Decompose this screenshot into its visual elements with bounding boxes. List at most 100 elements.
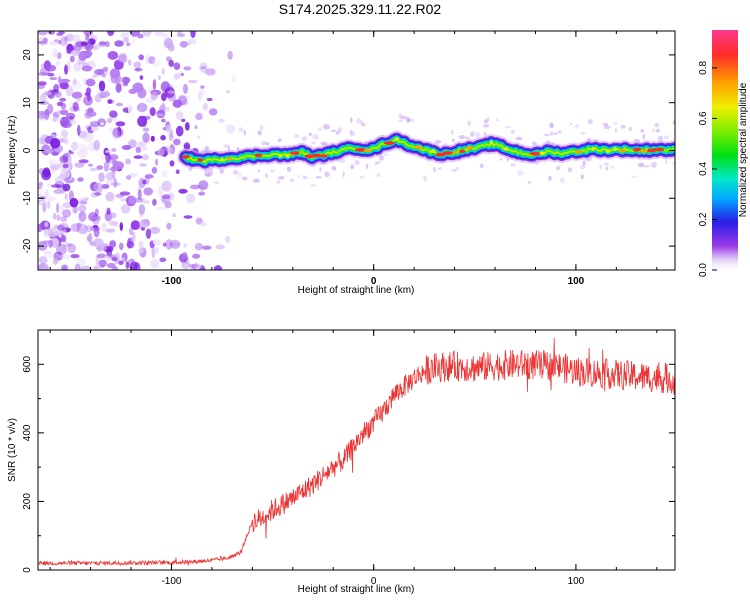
noise-speckle <box>101 222 107 233</box>
trace-halo-speckle <box>253 178 260 183</box>
noise-speckle <box>111 257 118 262</box>
noise-speckle <box>200 66 207 70</box>
noise-speckle <box>38 225 42 232</box>
noise-speckle <box>92 264 103 270</box>
noise-speckle <box>159 257 167 263</box>
noise-speckle <box>116 77 125 86</box>
trace-hotspot <box>452 150 458 155</box>
noise-speckle <box>78 204 87 213</box>
noise-speckle <box>142 132 150 143</box>
noise-speckle <box>94 93 102 103</box>
noise-speckle <box>98 80 106 92</box>
noise-speckle <box>161 197 167 204</box>
noise-speckle <box>118 260 124 266</box>
trace-halo-speckle <box>433 167 436 172</box>
trace-halo-speckle <box>213 181 220 184</box>
trace-halo-speckle <box>458 135 465 140</box>
noise-speckle <box>181 261 191 270</box>
trace-halo-speckle <box>337 127 342 133</box>
noise-speckle <box>202 102 208 111</box>
trace-hotspot <box>181 155 190 159</box>
noise-speckle <box>56 214 61 221</box>
noise-speckle <box>38 181 43 187</box>
noise-speckle <box>109 166 119 172</box>
noise-speckle <box>195 217 203 225</box>
noise-speckle <box>72 101 79 112</box>
trace-hotspot <box>591 147 595 151</box>
noise-speckle <box>83 77 87 86</box>
noise-speckle <box>107 117 112 124</box>
trace-halo-speckle <box>612 122 618 125</box>
noise-speckle <box>59 109 69 116</box>
trace-halo-speckle <box>360 120 363 126</box>
noise-speckle <box>71 91 83 99</box>
noise-speckle <box>156 206 167 210</box>
noise-speckle <box>81 65 93 72</box>
noise-speckle <box>88 141 96 152</box>
noise-speckle <box>38 186 42 190</box>
noise-speckle <box>62 183 71 192</box>
noise-speckle <box>44 251 53 254</box>
noise-speckle <box>154 247 159 254</box>
noise-speckle <box>94 69 105 76</box>
trace-halo-speckle <box>308 132 312 137</box>
noise-speckle <box>85 111 97 117</box>
noise-speckle <box>231 74 236 83</box>
noise-speckle <box>105 191 115 202</box>
noise-speckle <box>155 113 166 117</box>
trace-halo-speckle <box>297 175 301 178</box>
noise-speckle <box>142 127 150 132</box>
trace-halo-speckle <box>451 169 457 172</box>
spectrogram-xtick-label: 0 <box>371 276 377 287</box>
noise-speckle <box>194 242 203 251</box>
noise-speckle <box>180 100 190 106</box>
noise-speckle <box>139 208 144 218</box>
noise-speckle <box>225 235 231 244</box>
noise-speckle <box>175 169 180 174</box>
trace-halo-speckle <box>553 132 558 135</box>
trace-halo-speckle <box>301 136 308 142</box>
snr-ytick-label: 0 <box>22 567 33 573</box>
trace-hotspot <box>482 143 486 147</box>
noise-speckle <box>218 118 226 123</box>
trace-halo-speckle <box>517 170 524 176</box>
trace-hotspot <box>197 158 204 162</box>
noise-speckle <box>136 102 148 113</box>
spectrogram-ytick-label: 20 <box>22 49 33 61</box>
noise-speckle <box>183 242 187 248</box>
noise-speckle <box>105 180 111 185</box>
noise-speckle <box>192 253 201 259</box>
noise-speckle <box>133 155 143 159</box>
noise-speckle <box>189 184 201 190</box>
noise-speckle <box>185 95 191 99</box>
trace-halo-speckle <box>550 123 554 128</box>
noise-speckle <box>121 145 132 150</box>
noise-speckle <box>99 122 105 126</box>
noise-speckle <box>164 200 172 209</box>
noise-speckle <box>64 193 69 200</box>
noise-speckle <box>198 180 209 191</box>
trace-halo-speckle <box>556 165 561 171</box>
noise-speckle <box>169 160 175 167</box>
noise-speckle <box>119 191 131 196</box>
noise-speckle <box>38 196 47 200</box>
noise-speckle <box>59 36 68 47</box>
trace-halo-speckle <box>603 162 609 166</box>
trace-halo-speckle <box>350 117 353 123</box>
noise-speckle <box>56 202 60 214</box>
noise-speckle <box>142 219 150 225</box>
noise-speckle <box>69 197 79 208</box>
noise-speckle <box>148 56 156 65</box>
noise-speckle <box>62 229 67 237</box>
trace-halo-speckle <box>423 175 427 182</box>
spectrogram-ytick-label: 0 <box>22 147 33 153</box>
noise-speckle <box>88 163 93 167</box>
noise-speckle <box>97 42 107 48</box>
noise-speckle <box>173 62 181 70</box>
noise-speckle <box>105 149 112 154</box>
noise-speckle <box>89 168 98 172</box>
trace-halo-speckle <box>334 167 337 172</box>
figure-title: S174.2025.329.11.22.R02 <box>279 1 442 17</box>
noise-speckle <box>195 112 203 121</box>
noise-speckle <box>128 196 138 205</box>
